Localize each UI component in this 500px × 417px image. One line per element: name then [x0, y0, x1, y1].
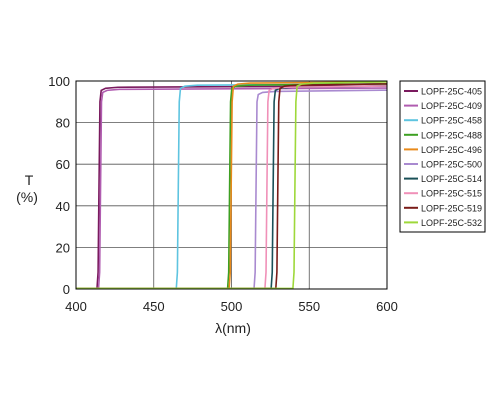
series-line-lopf-25c-500: [76, 89, 388, 290]
series-line-lopf-25c-458: [76, 83, 388, 290]
y-tick-label: 20: [56, 240, 70, 255]
y-tick-label: 0: [63, 282, 70, 297]
legend-label: LOPF-25C-500: [421, 160, 482, 170]
legend-label: LOPF-25C-496: [421, 145, 482, 155]
legend-label: LOPF-25C-515: [421, 189, 482, 199]
y-tick-label: 80: [56, 116, 70, 131]
series-line-lopf-25c-519: [76, 83, 388, 290]
legend-label: LOPF-25C-514: [421, 174, 482, 184]
y-axis-label-t: T: [25, 172, 34, 188]
legend-label: LOPF-25C-488: [421, 130, 482, 140]
x-axis-label: λ(nm): [215, 320, 251, 336]
y-tick-label: 40: [56, 199, 70, 214]
series-line-lopf-25c-532: [76, 81, 388, 290]
legend-label: LOPF-25C-409: [421, 101, 482, 111]
plot-frame: [75, 80, 388, 290]
series-line-lopf-25c-496: [76, 81, 388, 290]
x-tick-label: 450: [143, 299, 165, 314]
x-tick-label: 600: [376, 299, 398, 314]
series-line-lopf-25c-488: [76, 83, 388, 290]
legend: LOPF-25C-405 LOPF-25C-409 LOPF-25C-458 LOPF…: [399, 80, 486, 233]
legend-label: LOPF-25C-532: [421, 218, 482, 228]
x-tick-label: 550: [298, 299, 320, 314]
legend-label: LOPF-25C-405: [421, 87, 482, 97]
y-tick-label: 100: [48, 74, 70, 89]
y-axis-label-unit: (%): [16, 189, 38, 205]
series-layer: [76, 81, 388, 290]
series-line-lopf-25c-405: [76, 85, 388, 290]
legend-label: LOPF-25C-458: [421, 116, 482, 126]
series-line-lopf-25c-409: [76, 87, 388, 290]
legend-label: LOPF-25C-519: [421, 203, 482, 213]
y-tick-label: 60: [56, 157, 70, 172]
x-tick-label: 500: [221, 299, 243, 314]
x-tick-label: 400: [65, 299, 87, 314]
ticks: 400 450 500 550 600 0 20 40 60 80 100: [48, 74, 398, 314]
